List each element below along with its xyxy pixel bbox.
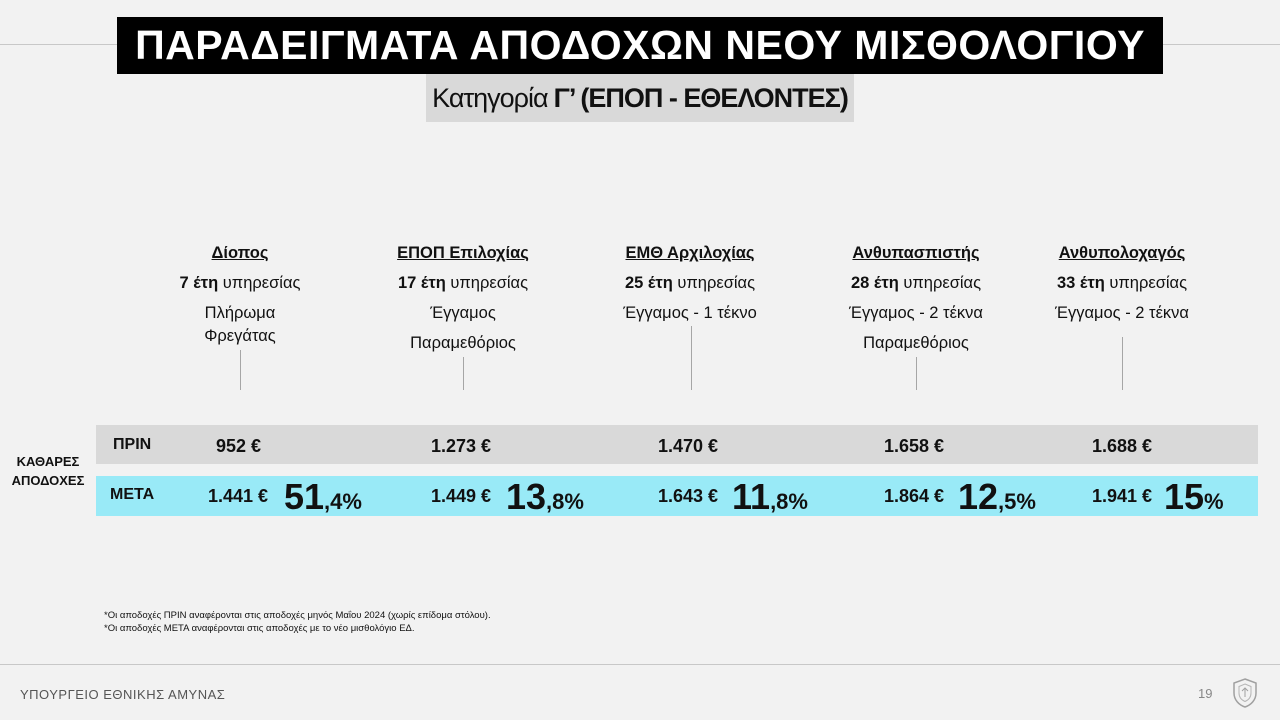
years-text: υπηρεσίας [1109,274,1188,292]
ministry-name: ΥΠΟΥΡΓΕΙΟ ΕΘΝΙΚΗΣ ΑΜΥΝΑΣ [20,687,226,702]
years-number: 28 έτη [850,274,899,292]
footer-rule [0,664,1280,665]
rank-title: Ανθυπολοχαγός [1058,244,1186,262]
example-column-3: ΕΜΘ Αρχιλοχίας 25 έτη υπηρεσίας Έγγαμος … [580,238,800,328]
rank-title: Δίοπος [211,244,269,262]
years-number: 25 έτη [624,274,673,292]
service-years: 33 έτη υπηρεσίας [1012,268,1232,298]
rank-title: Ανθυπασπιστής [852,244,980,262]
column-connector-line [240,350,241,390]
detail-line: Έγγαμος [430,304,496,322]
ministry-emblem-icon [1233,678,1257,708]
service-years: 17 έτη υπηρεσίας [353,268,573,298]
footnote: *Οι αποδοχές ΠΡΙΝ αναφέρονται στις αποδο… [104,610,491,621]
percent-whole: 13 [506,476,547,517]
after-row-band [96,476,1258,516]
service-years: 25 έτη υπηρεσίας [580,268,800,298]
after-amount: 1.864 € [884,486,945,506]
side-label-line: ΚΑΘΑΡΕΣ [16,454,80,469]
footnote: *Οι αποδοχές ΜΕΤΑ αναφέρονται στις αποδο… [104,623,415,634]
rank-title: ΕΠΟΠ Επιλοχίας [397,244,529,262]
column-connector-line [1122,337,1123,390]
percent-fraction: ,4% [324,489,362,514]
years-number: 17 έτη [397,274,446,292]
page-number: 19 [1198,686,1213,701]
years-number: 7 έτη [179,274,219,292]
column-connector-line [463,357,464,390]
percent-increase: 15% [1164,476,1224,518]
years-text: υπηρεσίας [450,274,529,292]
percent-whole: 51 [284,476,325,517]
rank-title: ΕΜΘ Αρχιλοχίας [625,244,755,262]
after-amount: 1.941 € [1092,486,1153,506]
detail-line: Παραμεθόριος [410,334,516,352]
years-text: υπηρεσίας [903,274,982,292]
side-label-line: ΑΠΟΔΟΧΕΣ [11,473,85,488]
percent-fraction: ,8% [770,489,808,514]
before-amount: 1.470 € [658,436,719,456]
net-earnings-label: ΚΑΘΑΡΕΣ ΑΠΟΔΟΧΕΣ [0,452,96,490]
before-amount: 1.273 € [431,436,492,456]
before-row-band [96,425,1258,464]
percent-whole: 12 [958,476,999,517]
percent-fraction: % [1204,489,1224,514]
percent-fraction: ,5% [998,489,1036,514]
percent-increase: 13,8% [506,476,584,518]
detail-line: Έγγαμος - 2 τέκνα [849,304,983,322]
detail-line: Πλήρωμα [204,304,276,322]
before-amount: 952 € [216,436,262,456]
detail-line: Έγγαμος - 2 τέκνα [1055,304,1189,322]
after-row-label: ΜΕΤΑ [110,486,155,503]
percent-increase: 51,4% [284,476,362,518]
percent-increase: 11,8% [732,476,808,518]
after-amount: 1.449 € [431,486,492,506]
footnotes: *Οι αποδοχές ΠΡΙΝ αναφέρονται στις αποδο… [104,609,491,635]
years-text: υπηρεσίας [222,274,301,292]
column-connector-line [691,326,692,390]
percent-whole: 11 [732,476,771,517]
slide-subtitle: Κατηγορία Γ’ (ΕΠΟΠ - ΕΘΕΛΟΝΤΕΣ) [426,74,854,122]
slide-title: ΠΑΡΑΔΕΙΓΜΑΤΑ ΑΠΟΔΟΧΩΝ ΝΕΟΥ ΜΙΣΘΟΛΟΓΙΟΥ [117,17,1163,74]
subtitle-category: Γ’ (ΕΠΟΠ - ΕΘΕΛΟΝΤΕΣ) [553,82,849,113]
service-years: 28 έτη υπηρεσίας [806,268,1026,298]
years-text: υπηρεσίας [677,274,756,292]
detail-line: Παραμεθόριος [863,334,969,352]
top-rule-left [0,44,117,45]
detail-line: Φρεγάτας [204,327,276,345]
percent-fraction: ,8% [546,489,584,514]
percent-increase: 12,5% [958,476,1036,518]
example-column-2: ΕΠΟΠ Επιλοχίας 17 έτη υπηρεσίας Έγγαμος … [353,238,573,358]
column-connector-line [916,357,917,390]
before-amount: 1.688 € [1092,436,1153,456]
years-number: 33 έτη [1056,274,1105,292]
after-amount: 1.643 € [658,486,719,506]
after-amount: 1.441 € [208,486,269,506]
percent-whole: 15 [1164,476,1205,517]
service-years: 7 έτη υπηρεσίας [130,268,350,298]
before-amount: 1.658 € [884,436,945,456]
detail-line: Έγγαμος - 1 τέκνο [623,304,757,322]
top-rule-right [1163,44,1280,45]
subtitle-prefix: Κατηγορία [432,82,548,113]
example-column-4: Ανθυπασπιστής 28 έτη υπηρεσίας Έγγαμος -… [806,238,1026,358]
slide-title-text: ΠΑΡΑΔΕΙΓΜΑΤΑ ΑΠΟΔΟΧΩΝ ΝΕΟΥ ΜΙΣΘΟΛΟΓΙΟΥ [135,22,1145,68]
before-row-label: ΠΡΙΝ [113,436,152,453]
example-column-5: Ανθυπολοχαγός 33 έτη υπηρεσίας Έγγαμος -… [1012,238,1232,328]
example-column-1: Δίοπος 7 έτη υπηρεσίας Πλήρωμα Φρεγάτας [130,238,350,348]
